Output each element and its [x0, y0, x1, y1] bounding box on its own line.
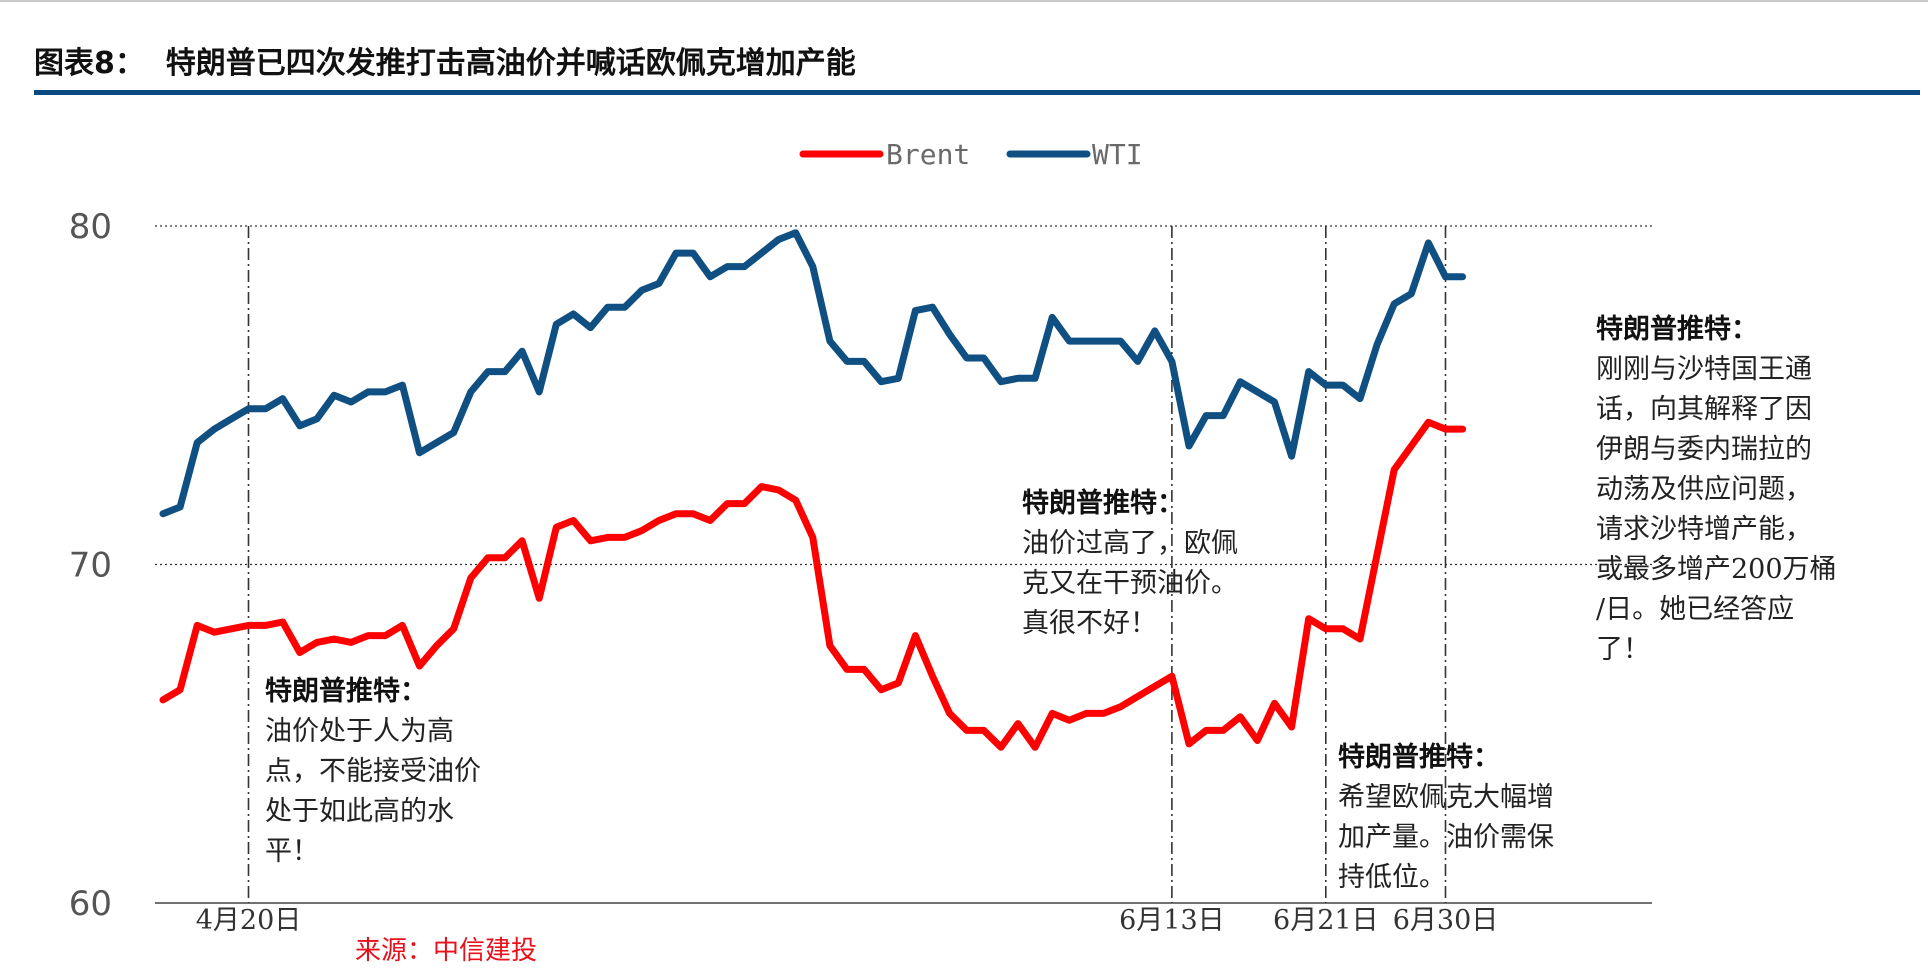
y-axis: 60 70 80: [69, 207, 112, 924]
annotation-line: 动荡及供应问题，: [1596, 474, 1812, 505]
annotation-line: 请求沙特增产能，: [1596, 514, 1812, 545]
y-tick-label: 70: [69, 546, 112, 586]
x-axis: 4月20日 6月13日 6月21日 6月30日: [196, 905, 1499, 936]
series-lines: [159, 229, 1467, 751]
figure-header: 图表8： 特朗普已四次发推打击高油价并喊话欧佩克增加产能: [34, 38, 1920, 96]
series-line-brent: [159, 418, 1467, 751]
legend-label-brent: Brent: [886, 138, 970, 171]
annotation-line: 油价过高了，欧佩: [1022, 528, 1238, 559]
chart-legend: Brent WTI: [799, 138, 1143, 171]
legend-label-wti: WTI: [1092, 138, 1143, 171]
annotation-line: 或最多增产200万桶: [1596, 554, 1837, 585]
annotation-line: 了！: [1596, 634, 1650, 665]
annotation-line: 话，向其解释了因: [1596, 394, 1812, 425]
annotation-line: 处于如此高的水: [265, 796, 454, 827]
y-tick-label: 60: [69, 884, 112, 924]
top-border: [0, 0, 1928, 2]
annotation-line: 持低位。: [1338, 862, 1446, 893]
x-tick-label: 6月30日: [1393, 905, 1499, 936]
grid-lines: [155, 225, 1652, 904]
annotation-title: 特朗普推特：: [1338, 741, 1500, 773]
annotation-title: 特朗普推特：: [1596, 313, 1758, 345]
annotation-title: 特朗普推特：: [265, 675, 427, 707]
series-line-wti: [159, 229, 1467, 518]
annotation-line: 平！: [265, 836, 319, 867]
title-underline: [34, 90, 1920, 95]
annotation-line: 伊朗与委内瑞拉的: [1596, 434, 1812, 465]
annotation-line: 克又在干预油价。: [1022, 568, 1238, 599]
figure-title: 图表8： 特朗普已四次发推打击高油价并喊话欧佩克增加产能: [34, 46, 856, 81]
annotation-line: 刚刚与沙特国王通: [1596, 354, 1812, 385]
event-lines: [247, 226, 1447, 903]
x-tick-label: 6月13日: [1119, 905, 1225, 936]
annotation-line: 点，不能接受油价: [265, 756, 481, 787]
annotation-line: 油价处于人为高: [265, 716, 454, 747]
annotation-line: 希望欧佩克大幅增: [1338, 782, 1554, 813]
annotation-line: /日。她已经答应: [1596, 594, 1794, 625]
x-tick-label: 4月20日: [196, 905, 302, 936]
annotation-line: 真很不好！: [1022, 608, 1157, 639]
annotation-title: 特朗普推特：: [1022, 487, 1184, 519]
y-tick-label: 80: [69, 207, 112, 247]
x-tick-label: 6月21日: [1273, 905, 1379, 936]
source-note: 来源：中信建投: [355, 936, 538, 966]
annotation-line: 加产量。油价需保: [1338, 822, 1554, 853]
